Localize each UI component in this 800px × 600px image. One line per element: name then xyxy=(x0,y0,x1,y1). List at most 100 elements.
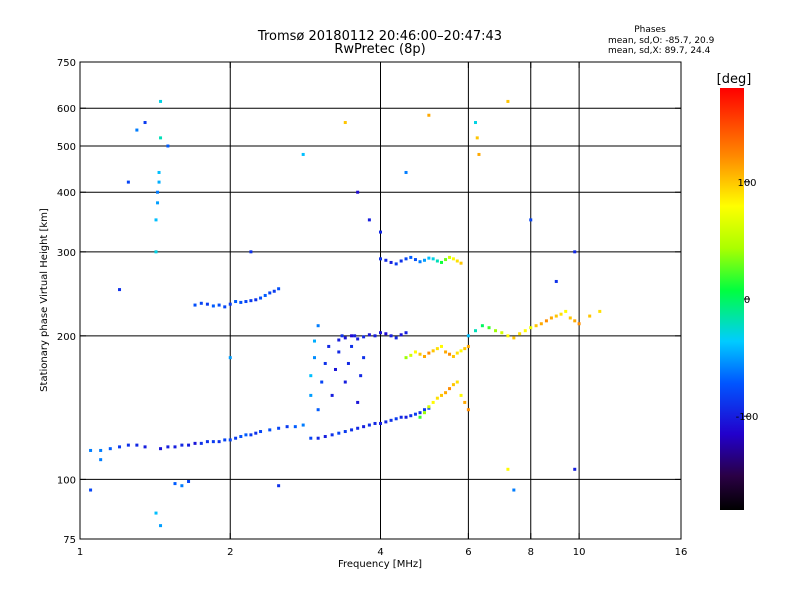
x-tick-label: 8 xyxy=(528,547,534,558)
data-point xyxy=(156,201,160,205)
data-point xyxy=(389,334,393,338)
data-point xyxy=(427,256,431,260)
data-point xyxy=(431,257,435,261)
data-point xyxy=(475,136,479,140)
data-point xyxy=(268,428,272,432)
data-point xyxy=(323,435,327,439)
data-point xyxy=(259,430,263,434)
data-point xyxy=(330,433,334,437)
data-point xyxy=(350,344,354,348)
data-point xyxy=(564,309,568,313)
data-point xyxy=(154,250,158,254)
data-point xyxy=(362,356,366,360)
data-point xyxy=(459,261,463,265)
data-point xyxy=(384,420,388,424)
data-point xyxy=(404,356,408,360)
data-point xyxy=(427,113,431,117)
data-point xyxy=(427,405,431,409)
data-point xyxy=(187,479,191,483)
data-point xyxy=(293,425,297,429)
data-point xyxy=(244,300,248,304)
data-point xyxy=(337,431,341,435)
data-point xyxy=(418,411,422,415)
data-point xyxy=(389,260,393,264)
data-point xyxy=(518,332,522,336)
data-point xyxy=(500,331,504,335)
colorbar-tick-label: -100 xyxy=(736,412,759,423)
data-point xyxy=(480,324,484,328)
data-point xyxy=(350,334,354,338)
y-tick-label: 500 xyxy=(57,142,76,153)
data-point xyxy=(554,279,558,283)
data-point xyxy=(473,121,477,125)
data-point xyxy=(422,411,426,415)
x-tick-label: 10 xyxy=(573,547,586,558)
data-point xyxy=(404,257,408,261)
data-point xyxy=(573,319,577,323)
chart-subtitle: RwPretec (8p) xyxy=(334,42,425,57)
data-point xyxy=(422,354,426,358)
data-point xyxy=(409,255,413,259)
data-point xyxy=(228,438,232,442)
data-point xyxy=(337,338,341,342)
data-point xyxy=(118,445,122,449)
data-point xyxy=(367,333,371,337)
data-point xyxy=(301,152,305,156)
data-point xyxy=(89,488,93,492)
data-point xyxy=(180,484,184,488)
data-point xyxy=(427,351,431,355)
data-points xyxy=(89,99,602,528)
data-point xyxy=(512,488,516,492)
data-point xyxy=(451,354,455,358)
data-point xyxy=(211,440,215,444)
data-point xyxy=(506,99,510,103)
y-tick-label: 600 xyxy=(57,104,76,115)
data-point xyxy=(506,467,510,471)
data-point xyxy=(285,425,289,429)
data-point xyxy=(544,319,548,323)
data-point xyxy=(459,349,463,353)
data-point xyxy=(554,314,558,318)
data-point xyxy=(435,347,439,351)
data-point xyxy=(539,322,543,326)
data-point xyxy=(173,445,177,449)
data-point xyxy=(118,288,122,292)
data-point xyxy=(404,331,408,335)
data-point xyxy=(455,259,459,263)
data-point xyxy=(157,180,161,184)
data-point xyxy=(529,326,533,330)
data-point xyxy=(249,299,253,303)
data-point xyxy=(254,431,258,435)
data-point xyxy=(244,433,248,437)
data-point xyxy=(549,316,553,320)
data-point xyxy=(422,408,426,412)
x-tick-label: 1 xyxy=(77,547,83,558)
data-point xyxy=(234,436,238,440)
data-point xyxy=(108,447,112,451)
y-tick-label: 750 xyxy=(57,58,76,69)
data-point xyxy=(559,312,563,316)
data-point xyxy=(159,99,163,103)
data-point xyxy=(157,170,161,174)
data-point xyxy=(451,257,455,261)
data-point xyxy=(89,448,93,452)
data-point xyxy=(205,302,209,306)
data-point xyxy=(254,298,258,302)
data-point xyxy=(343,121,347,125)
data-point xyxy=(211,304,215,308)
data-point xyxy=(135,128,139,132)
data-point xyxy=(154,511,158,515)
data-point xyxy=(373,421,377,425)
data-point xyxy=(577,322,581,326)
data-point xyxy=(350,428,354,432)
data-point xyxy=(373,334,377,338)
data-point xyxy=(466,344,470,348)
data-point xyxy=(379,421,382,425)
data-point xyxy=(263,293,267,297)
y-tick-label: 100 xyxy=(57,475,76,486)
data-point xyxy=(440,393,444,397)
data-point xyxy=(431,400,435,404)
data-point xyxy=(353,334,357,338)
data-point xyxy=(187,443,191,447)
